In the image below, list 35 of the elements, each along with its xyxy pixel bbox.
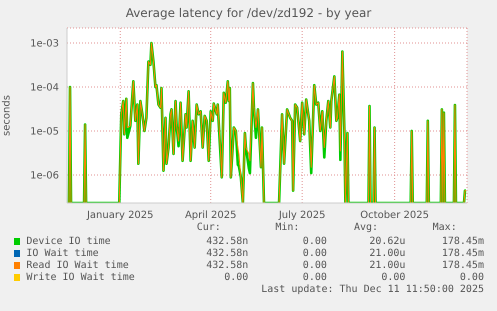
legend-label: Read IO Wait time [26, 260, 130, 270]
y-tick-label: 1e-05 [30, 126, 59, 138]
y-tick-label: 1e-04 [30, 82, 59, 94]
x-tick-label: April 2025 [184, 210, 236, 222]
text: 178.45m [440, 236, 484, 246]
x-tick-label: July 2025 [278, 210, 326, 222]
legend-label: Device IO time [26, 236, 112, 246]
text: 0.00 [302, 260, 327, 270]
text: 0.00 [223, 272, 248, 282]
x-tick-label: October 2025 [360, 210, 429, 222]
text: Min: [274, 222, 300, 235]
text: 432.58n [205, 260, 248, 270]
legend-label: Write IO Wait time [26, 272, 136, 282]
text: 0.00 [302, 248, 327, 258]
y-tick-label: 1e-03 [30, 38, 59, 50]
text: Avg: [353, 222, 380, 235]
x-tick-label: January 2025 [86, 210, 154, 222]
y-tick-label: 1e-06 [30, 170, 59, 182]
text: 21.00u [368, 260, 406, 270]
text: Last update: Thu Dec 11 11:50:00 2025 [260, 284, 484, 295]
text: 20.62u [368, 236, 406, 246]
chart-title: Average latency for /dev/zd192 - by year [124, 6, 372, 20]
text: 432.58n [205, 248, 248, 258]
legend-label: IO Wait time [26, 248, 100, 258]
y-axis-title: seconds [2, 95, 13, 136]
text: Max: [432, 222, 458, 235]
text: 0.00 [458, 272, 484, 282]
text: Cur: [196, 222, 222, 235]
text: 432.58n [205, 236, 248, 246]
text: 0.00 [302, 272, 327, 282]
text: 178.45m [440, 248, 484, 258]
text: 178.45m [440, 260, 484, 270]
text: 21.00u [368, 248, 406, 258]
text: 0.00 [380, 272, 406, 282]
text: 0.00 [302, 236, 327, 246]
